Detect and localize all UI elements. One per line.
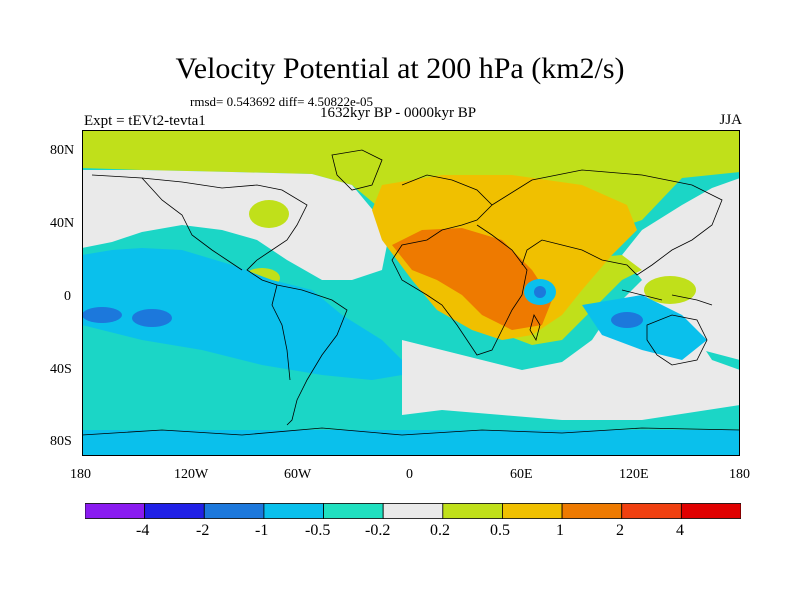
colorbar-swatch (680, 503, 741, 519)
velocity-potential-map (82, 130, 740, 456)
colorbar-swatch (561, 503, 623, 519)
colorbar-swatch (85, 503, 146, 519)
colorbar-swatch (502, 503, 563, 519)
colorbar (85, 503, 741, 519)
contour-field (82, 130, 740, 456)
coastlines (82, 149, 740, 436)
experiment-label: Expt = tEVt2-tevta1 (84, 113, 206, 129)
lon-label-180e: 180 (729, 467, 750, 482)
map-frame (82, 130, 740, 456)
lat-label-40s: 40S (50, 362, 72, 377)
lat-label-40n: 40N (50, 216, 75, 231)
map-title: Velocity Potential at 200 hPa (km2/s) (175, 52, 625, 85)
lon-label-120e: 120E (619, 467, 649, 482)
period-label: 1632kyr BP - 0000kyr BP (320, 105, 477, 121)
lat-label-80s: 80S (50, 434, 72, 449)
colorbar-label: -0.2 (365, 522, 391, 539)
lat-label-80n: 80N (50, 143, 75, 158)
colorbar-swatch (621, 503, 682, 519)
lon-label-0: 0 (406, 467, 413, 482)
colorbar-label: -1 (255, 522, 269, 539)
rmsd-diff-stats: rmsd= 0.543692 diff= 4.50822e-05 (190, 94, 374, 109)
colorbar-label: 2 (616, 522, 624, 539)
lon-label-60e: 60E (510, 467, 533, 482)
colorbar-label: -4 (136, 522, 150, 539)
colorbar-label: -2 (196, 522, 210, 539)
colorbar-swatch (203, 503, 265, 519)
colorbar-swatch (442, 503, 503, 519)
lon-label-60w: 60W (284, 467, 312, 482)
colorbar-swatch (144, 503, 205, 519)
colorbar-label: 4 (676, 522, 684, 539)
colorbar-label: 1 (556, 522, 564, 539)
colorbar-label: -0.5 (305, 522, 331, 539)
season-label: JJA (719, 112, 742, 128)
lon-label-180w: 180 (70, 467, 91, 482)
colorbar-label: 0.2 (430, 522, 450, 539)
lat-label-0: 0 (64, 289, 71, 304)
colorbar-swatch (382, 503, 444, 519)
lon-label-120w: 120W (174, 467, 209, 482)
colorbar-swatch (263, 503, 324, 519)
colorbar-swatch (323, 503, 384, 519)
colorbar-label: 0.5 (490, 522, 510, 539)
